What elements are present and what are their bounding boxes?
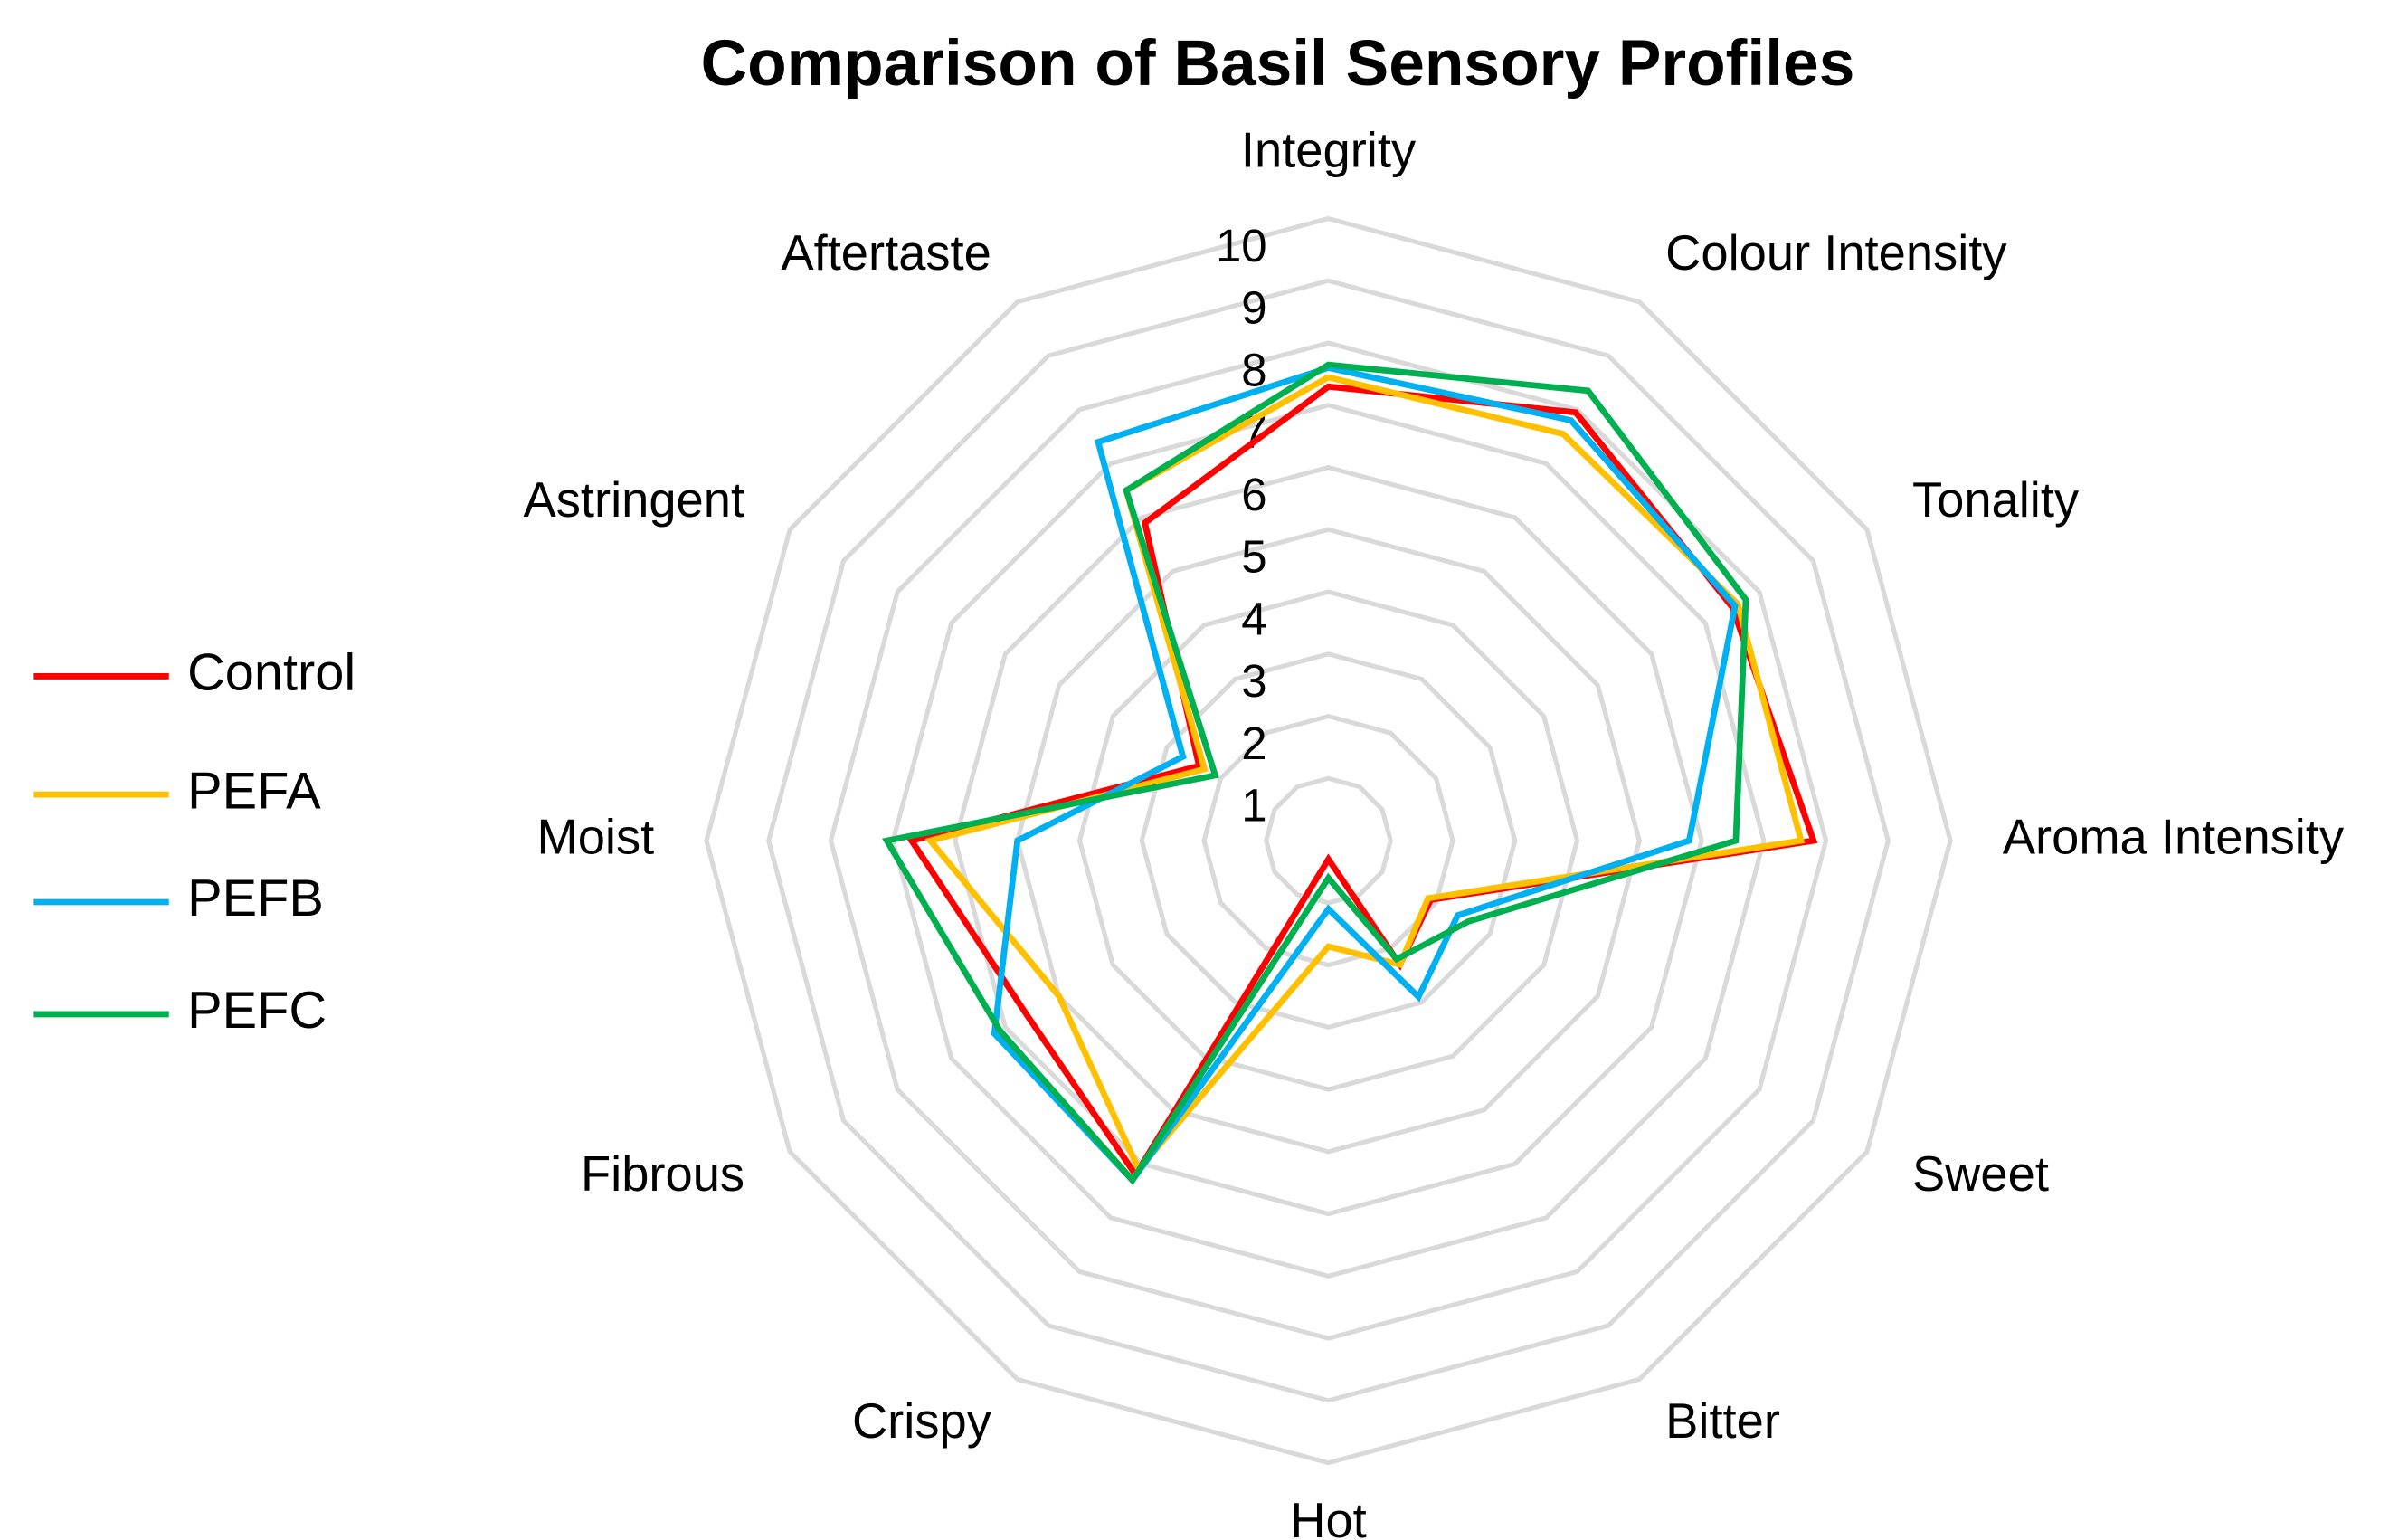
grid-ring: [1076, 589, 1580, 1092]
r-tick-label: 6: [1241, 469, 1266, 520]
grid-ring: [890, 403, 1767, 1279]
legend-label: PEFA: [187, 762, 321, 820]
axis-label: Astringent: [524, 472, 745, 528]
series-line: [991, 365, 1739, 1185]
grid-ring: [953, 464, 1704, 1217]
grid-ring: [704, 215, 1953, 1466]
series-line: [882, 361, 1749, 1185]
grid-ring: [1264, 775, 1393, 906]
chart-title: Comparison of Basil Sensory Profiles: [701, 27, 1855, 100]
grid-ring: [1015, 527, 1642, 1155]
r-tick-label: 5: [1241, 531, 1266, 583]
axis-label: Fibrous: [581, 1146, 744, 1202]
axis-label: Hot: [1290, 1493, 1367, 1540]
r-tick-label: 9: [1241, 282, 1266, 334]
r-tick-label: 10: [1216, 220, 1267, 271]
axis-label: Moist: [536, 809, 654, 864]
axis-label: Bitter: [1665, 1393, 1780, 1449]
grid-ring: [1201, 713, 1455, 968]
r-tick-label: 2: [1241, 718, 1266, 769]
axis-label: Aftertaste: [781, 225, 991, 280]
axis-label: Tonality: [1912, 472, 2080, 528]
r-tick-label: 1: [1241, 780, 1266, 832]
series-line: [924, 374, 1806, 1175]
axis-label: Integrity: [1241, 123, 1417, 178]
axis-label: Crispy: [852, 1393, 992, 1449]
r-tick-label: 3: [1241, 655, 1266, 707]
axis-label: Aroma Intensity: [2003, 809, 2345, 864]
legend-label: PEFC: [187, 982, 327, 1040]
legend-label: PEFB: [187, 870, 324, 927]
grid-ring: [828, 340, 1829, 1341]
legend-label: Control: [187, 644, 356, 702]
axis-label: Colour Intensity: [1665, 225, 2007, 280]
grid-ring: [766, 278, 1891, 1403]
series-line: [906, 383, 1818, 1181]
grid-ring: [1139, 651, 1518, 1031]
axis-label: Sweet: [1912, 1146, 2049, 1202]
r-tick-label: 4: [1241, 593, 1266, 644]
